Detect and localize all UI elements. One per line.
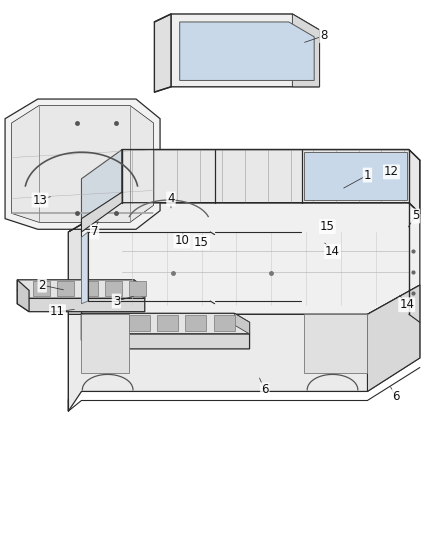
Polygon shape	[81, 150, 122, 224]
Polygon shape	[17, 280, 145, 298]
Polygon shape	[292, 14, 319, 87]
Polygon shape	[81, 314, 130, 373]
Polygon shape	[122, 150, 420, 213]
Text: 15: 15	[194, 236, 209, 249]
Polygon shape	[134, 280, 145, 298]
Polygon shape	[17, 290, 145, 312]
Text: 5: 5	[412, 209, 419, 222]
Polygon shape	[68, 285, 420, 411]
Polygon shape	[81, 313, 96, 349]
Text: 2: 2	[39, 279, 46, 292]
Polygon shape	[180, 22, 314, 80]
Polygon shape	[68, 150, 122, 232]
Text: 6: 6	[261, 383, 268, 397]
Polygon shape	[81, 313, 250, 334]
Polygon shape	[81, 192, 122, 232]
Text: 7: 7	[91, 225, 98, 238]
Text: 1: 1	[364, 168, 371, 182]
Polygon shape	[130, 281, 146, 296]
Polygon shape	[81, 232, 88, 304]
Polygon shape	[33, 281, 50, 296]
Text: 14: 14	[399, 298, 414, 311]
Text: 13: 13	[32, 193, 47, 207]
Polygon shape	[304, 152, 407, 200]
Text: 4: 4	[167, 192, 175, 206]
Text: 6: 6	[392, 390, 399, 403]
Polygon shape	[68, 224, 81, 411]
Polygon shape	[185, 316, 206, 332]
Text: 15: 15	[320, 220, 335, 233]
Polygon shape	[157, 316, 178, 332]
Polygon shape	[81, 325, 250, 349]
Polygon shape	[17, 280, 29, 312]
Polygon shape	[129, 316, 150, 332]
Text: 14: 14	[325, 245, 340, 258]
Polygon shape	[57, 281, 74, 296]
Text: 12: 12	[384, 165, 399, 179]
Polygon shape	[367, 285, 420, 391]
Polygon shape	[171, 14, 319, 87]
Text: 10: 10	[174, 235, 189, 247]
Text: 8: 8	[320, 29, 328, 42]
Polygon shape	[100, 316, 121, 332]
Text: 11: 11	[50, 305, 65, 318]
Polygon shape	[81, 281, 98, 296]
Text: 3: 3	[113, 295, 120, 308]
Polygon shape	[12, 106, 153, 222]
Polygon shape	[68, 203, 420, 314]
Polygon shape	[5, 99, 160, 229]
Polygon shape	[304, 314, 367, 373]
Polygon shape	[154, 14, 171, 92]
Polygon shape	[106, 281, 122, 296]
Polygon shape	[214, 316, 235, 332]
Polygon shape	[234, 313, 250, 334]
